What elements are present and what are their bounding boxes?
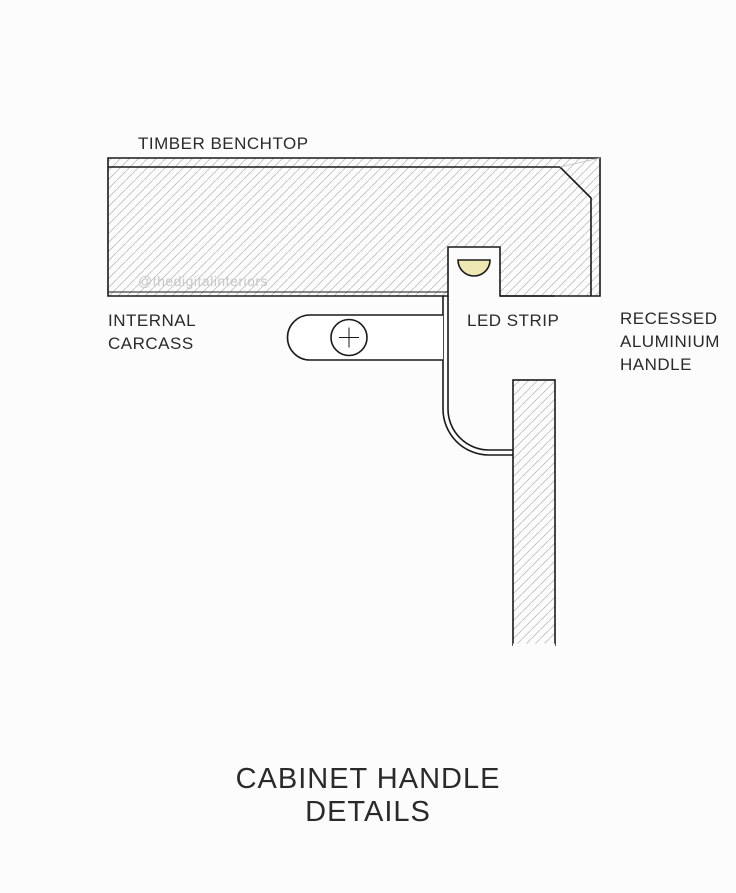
title-line: DETAILS: [305, 796, 431, 828]
label-line: ALUMINIUM: [620, 332, 720, 351]
label-timber-benchtop: TIMBER BENCHTOP: [138, 133, 309, 156]
label-recessed-handle: RECESSED ALUMINIUM HANDLE: [620, 308, 720, 377]
cabinet-detail-diagram: [0, 0, 736, 893]
label-internal-carcass: INTERNAL CARCASS: [108, 310, 196, 356]
label-led-strip: LED STRIP: [467, 310, 559, 333]
title-line: CABINET HANDLE: [236, 763, 501, 795]
watermark-text: @thedigitalinteriors: [138, 273, 268, 289]
label-line: HANDLE: [620, 355, 692, 374]
label-line: RECESSED: [620, 309, 718, 328]
diagram-title: CABINET HANDLE DETAILS: [0, 763, 736, 829]
label-line: INTERNAL: [108, 311, 196, 330]
label-line: CARCASS: [108, 334, 194, 353]
